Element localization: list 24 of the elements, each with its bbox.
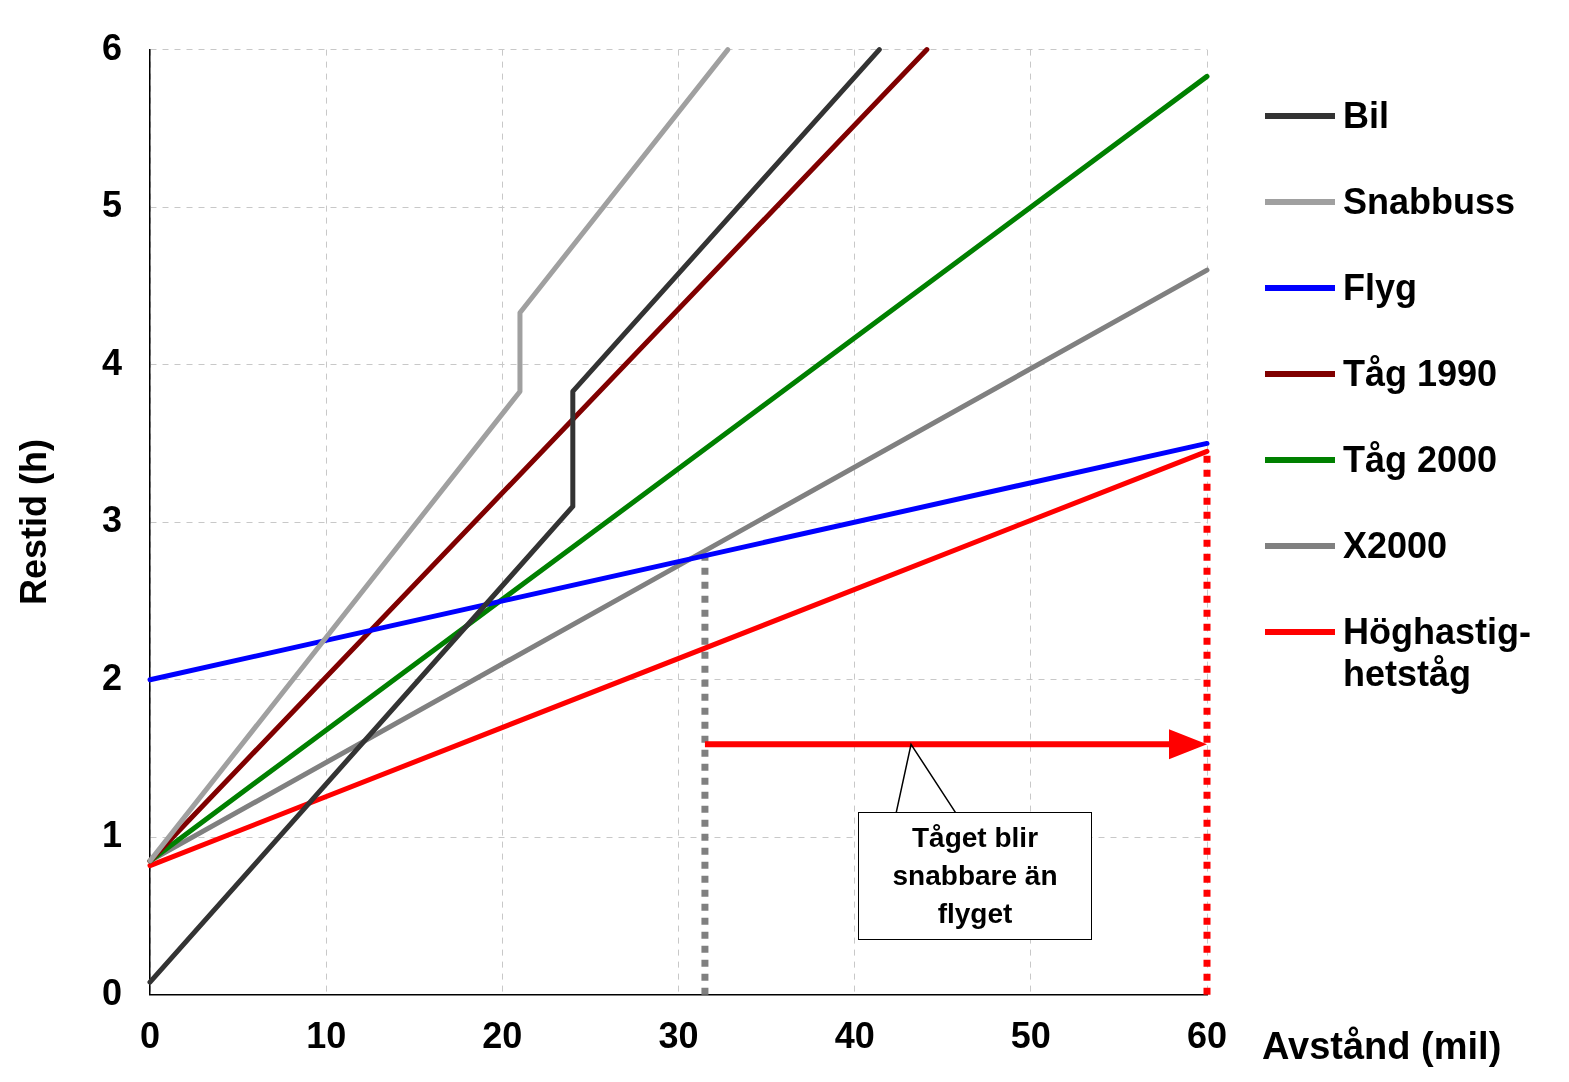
x-tick-label: 60 (1186, 1015, 1228, 1057)
x-tick-label: 40 (834, 1015, 875, 1057)
x-tick-label: 20 (482, 1015, 523, 1057)
legend-label: X2000 (1343, 525, 1448, 567)
legend-label: Tåg 2000 (1343, 439, 1498, 481)
x-tick-label: 0 (140, 1015, 161, 1057)
annotation: Tåget blir snabbare än flyget (858, 812, 1093, 941)
legend-label: Snabbuss (1343, 181, 1516, 223)
y-tick-label: 1 (101, 814, 123, 856)
x-axis-title: Avstånd (mil) (1262, 1024, 1502, 1068)
y-axis-title: Restid (h) (13, 439, 55, 606)
legend-label: Höghastig-hetståg (1343, 611, 1532, 695)
y-tick-label: 3 (101, 499, 123, 541)
y-tick-label: 6 (101, 26, 123, 68)
x-tick-label: 30 (658, 1015, 699, 1057)
y-tick-label: 5 (101, 184, 123, 226)
legend-label: Bil (1343, 95, 1390, 137)
legend-label: Flyg (1343, 267, 1418, 309)
x-tick-label: 10 (306, 1015, 347, 1057)
y-tick-label: 2 (101, 656, 123, 698)
y-tick-label: 0 (101, 971, 123, 1013)
legend-label: Tåg 1990 (1343, 353, 1498, 395)
y-tick-label: 4 (101, 341, 123, 383)
x-tick-label: 50 (1010, 1015, 1051, 1057)
